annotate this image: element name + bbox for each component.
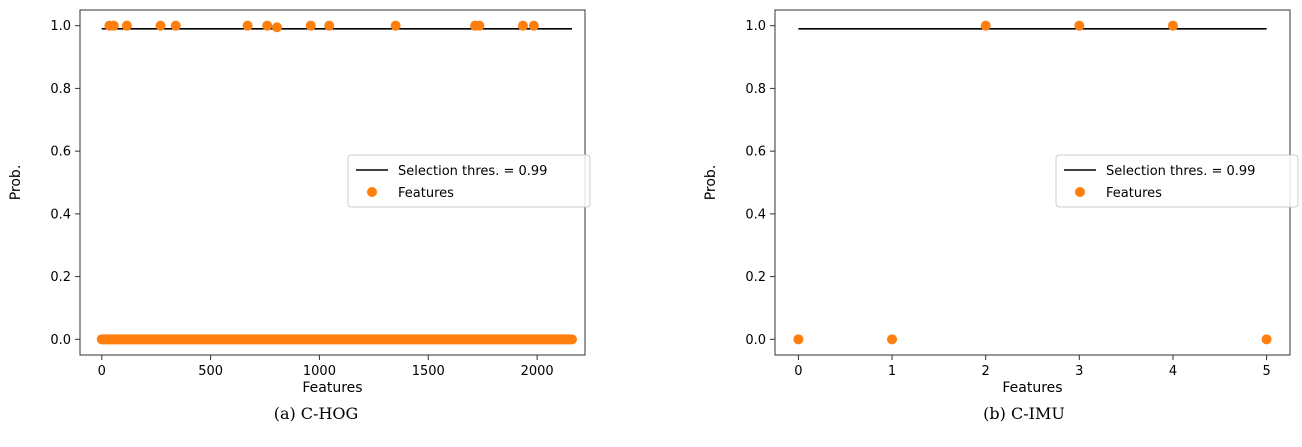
feature-point (305, 20, 316, 31)
feature-point (1167, 20, 1178, 31)
y-tick-label: 0.0 (50, 333, 71, 348)
legend-threshold-label: Selection thres. = 0.99 (398, 164, 547, 179)
feature-point (980, 20, 991, 31)
y-tick-label: 0.2 (50, 270, 71, 285)
x-tick-label: 2000 (521, 364, 554, 379)
feature-point (155, 20, 166, 31)
y-tick-label: 0.6 (745, 145, 766, 160)
y-tick-label: 1.0 (745, 19, 766, 34)
legend: Selection thres. = 0.99 Features (1055, 154, 1299, 208)
y-tick-label: 0.0 (745, 333, 766, 348)
chart-b: 0 1 2 3 4 5 0.0 0.2 0.4 0.6 0.8 1.0 Features Prob. Sel… (703, 9, 1299, 396)
feature-point (390, 20, 401, 31)
feature-point (887, 334, 898, 345)
feature-point (528, 20, 539, 31)
legend-features-swatch (367, 187, 377, 197)
y-tick-label: 0.4 (50, 207, 71, 222)
x-tick-label: 1 (888, 364, 896, 379)
feature-point (262, 20, 273, 31)
legend: Selection thres. = 0.99 Features (347, 154, 591, 208)
caption-a: (a) C-HOG (273, 404, 359, 423)
y-tick-label: 1.0 (50, 19, 71, 34)
x-tick-label: 0 (794, 364, 802, 379)
x-tick-label: 500 (198, 364, 223, 379)
legend-features-label: Features (398, 186, 454, 201)
feature-point (1261, 334, 1272, 345)
x-tick-label: 5 (1262, 364, 1270, 379)
feature-point (170, 20, 181, 31)
feature-point (271, 22, 282, 33)
feature-point (793, 334, 804, 345)
feature-point (474, 20, 485, 31)
x-tick-label: 3 (1075, 364, 1083, 379)
legend-box (347, 154, 591, 208)
y-tick-label: 0.8 (50, 82, 71, 97)
feature-point (242, 20, 253, 31)
x-tick-label: 2 (982, 364, 990, 379)
y-axis-label: Prob. (8, 165, 24, 201)
legend-threshold-label: Selection thres. = 0.99 (1106, 164, 1255, 179)
x-tick-label: 0 (98, 364, 106, 379)
y-tick-label: 0.6 (50, 145, 71, 160)
feature-point (1074, 20, 1085, 31)
feature-point (108, 20, 119, 31)
x-axis-label: Features (302, 380, 362, 396)
feature-point (121, 20, 132, 31)
x-tick-label: 1500 (412, 364, 445, 379)
y-tick-label: 0.2 (745, 270, 766, 285)
x-tick-label: 4 (1169, 364, 1177, 379)
feature-point (324, 20, 335, 31)
legend-box (1055, 154, 1299, 208)
legend-features-swatch (1075, 187, 1085, 197)
chart-a: 0 500 1000 1500 2000 0.0 0.2 0.4 0.6 0.8 1.0 Featur… (8, 9, 591, 396)
legend-features-label: Features (1106, 186, 1162, 201)
feature-point (517, 20, 528, 31)
y-tick-label: 0.8 (745, 82, 766, 97)
x-axis-label: Features (1002, 380, 1062, 396)
y-tick-label: 0.4 (745, 207, 766, 222)
x-tick-label: 1000 (303, 364, 336, 379)
y-axis-label: Prob. (703, 165, 719, 201)
caption-b: (b) C-IMU (983, 404, 1065, 423)
